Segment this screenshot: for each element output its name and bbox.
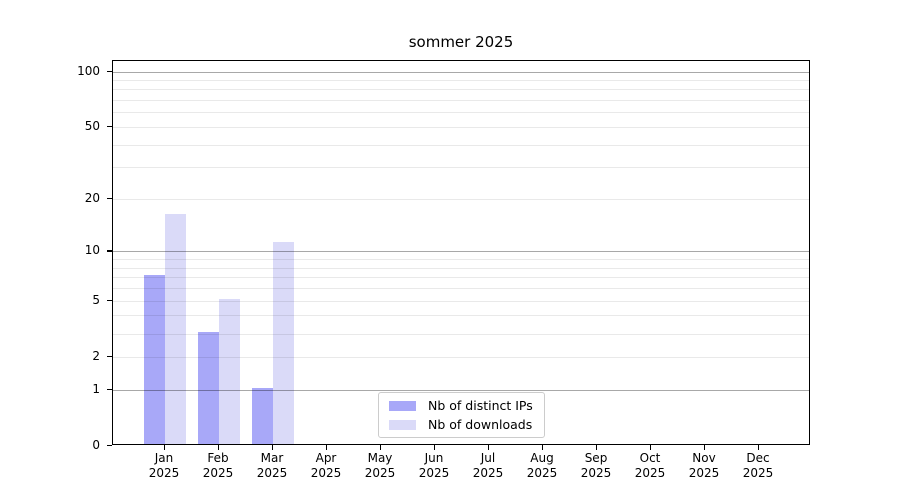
x-tick-month: Jan: [154, 451, 174, 465]
bar-distinct-ips-feb: [198, 331, 219, 444]
gridline-major-10: [113, 251, 809, 253]
x-tick-year: 2025: [526, 466, 558, 480]
gridline-minor-2: [113, 356, 809, 358]
gridline-minor-9: [113, 259, 809, 261]
y-tick-label-50: 50: [84, 118, 100, 133]
bar-distinct-ips-mar: [252, 387, 273, 444]
gridline-minor-80: [113, 89, 809, 91]
x-tick-month: Apr: [315, 451, 337, 465]
gridline-minor-70: [113, 100, 809, 102]
gridline-minor-7: [113, 277, 809, 279]
x-tick-month: Jul: [480, 451, 496, 465]
x-tick-label-sep: Sep 2025: [564, 451, 628, 481]
chart-title: sommer 2025: [408, 33, 514, 51]
x-tick-nov: [704, 445, 706, 450]
gridline-minor-60: [113, 112, 809, 114]
gridline-minor-50: [113, 126, 809, 128]
x-tick-year: 2025: [580, 466, 612, 480]
x-tick-year: 2025: [418, 466, 450, 480]
x-tick-label-apr: Apr 2025: [294, 451, 358, 481]
y-tick-label-100: 100: [77, 63, 100, 78]
bar-downloads-jan: [165, 214, 186, 444]
gridline-minor-8: [113, 267, 809, 269]
gridline-minor-4: [113, 315, 809, 317]
x-tick-dec: [758, 445, 760, 450]
x-tick-year: 2025: [202, 466, 234, 480]
x-tick-label-feb: Feb 2025: [186, 451, 250, 481]
gridline-major-1: [113, 389, 809, 391]
x-tick-year: 2025: [472, 466, 504, 480]
y-tick-label-5: 5: [92, 292, 100, 307]
y-tick-0: [107, 445, 112, 447]
y-tick-label-0: 0: [92, 438, 100, 452]
legend-swatch-downloads: [389, 419, 416, 430]
y-tick-100: [107, 70, 112, 72]
gridline-minor-5: [113, 300, 809, 302]
legend-swatch-distinct-ips: [389, 400, 416, 411]
x-tick-month: Mar: [260, 451, 284, 465]
x-tick-month: Dec: [746, 451, 770, 465]
x-tick-year: 2025: [742, 466, 774, 480]
x-tick-month: Jun: [424, 451, 444, 465]
bar-distinct-ips-jan: [144, 275, 165, 444]
x-tick-month: Nov: [692, 451, 716, 465]
bar-downloads-feb: [219, 298, 240, 444]
x-tick-jan: [164, 445, 166, 450]
legend-label-downloads: Nb of downloads: [428, 417, 533, 432]
x-tick-year: 2025: [148, 466, 180, 480]
x-tick-year: 2025: [364, 466, 396, 480]
gridline-minor-30: [113, 167, 809, 169]
legend-item-distinct-ips: Nb of distinct IPs: [387, 398, 536, 413]
x-tick-label-jul: Jul 2025: [456, 451, 520, 481]
y-tick-label-2: 2: [92, 348, 100, 363]
x-tick-aug: [542, 445, 544, 450]
bar-downloads-mar: [273, 242, 294, 444]
gridline-minor-3: [113, 333, 809, 335]
y-tick-1: [107, 388, 112, 391]
y-tick-label-1: 1: [92, 381, 100, 396]
x-tick-year: 2025: [688, 466, 720, 480]
x-tick-label-may: May 2025: [348, 451, 412, 481]
x-tick-month: Feb: [207, 451, 229, 465]
x-tick-label-jan: Jan 2025: [132, 451, 196, 481]
x-tick-jul: [488, 445, 490, 450]
x-tick-month: May: [367, 451, 393, 465]
x-tick-year: 2025: [256, 466, 288, 480]
x-tick-oct: [650, 445, 652, 450]
y-tick-5: [107, 299, 112, 301]
x-tick-label-nov: Nov 2025: [672, 451, 736, 481]
x-tick-feb: [218, 445, 220, 450]
x-tick-month: Sep: [584, 451, 608, 465]
x-tick-may: [380, 445, 382, 450]
x-tick-jun: [434, 445, 436, 450]
gridline-minor-40: [113, 144, 809, 146]
x-tick-year: 2025: [310, 466, 342, 480]
x-tick-mar: [272, 445, 274, 450]
x-tick-label-oct: Oct 2025: [618, 451, 682, 481]
y-tick-2: [107, 355, 112, 358]
x-tick-month: Aug: [530, 451, 554, 465]
gridline-minor-20: [113, 198, 809, 200]
y-tick-10: [107, 250, 112, 252]
x-tick-apr: [326, 445, 328, 450]
gridline-minor-6: [113, 288, 809, 290]
y-tick-50: [107, 125, 112, 128]
x-tick-label-mar: Mar 2025: [240, 451, 304, 481]
gridline-major-100: [113, 71, 809, 73]
y-tick-label-10: 10: [84, 243, 100, 258]
legend: Nb of distinct IPs Nb of downloads: [378, 392, 545, 438]
x-tick-month: Oct: [639, 451, 661, 465]
legend-item-downloads: Nb of downloads: [387, 417, 536, 432]
x-tick-label-aug: Aug 2025: [510, 451, 574, 481]
x-tick-label-jun: Jun 2025: [402, 451, 466, 481]
y-tick-label-20: 20: [84, 190, 100, 205]
plot-area: [112, 60, 810, 445]
x-tick-label-dec: Dec 2025: [726, 451, 790, 481]
gridline-minor-90: [113, 79, 809, 81]
y-tick-20: [107, 197, 112, 200]
x-tick-year: 2025: [634, 466, 666, 480]
x-tick-sep: [596, 445, 598, 450]
legend-label-distinct-ips: Nb of distinct IPs: [428, 398, 533, 413]
